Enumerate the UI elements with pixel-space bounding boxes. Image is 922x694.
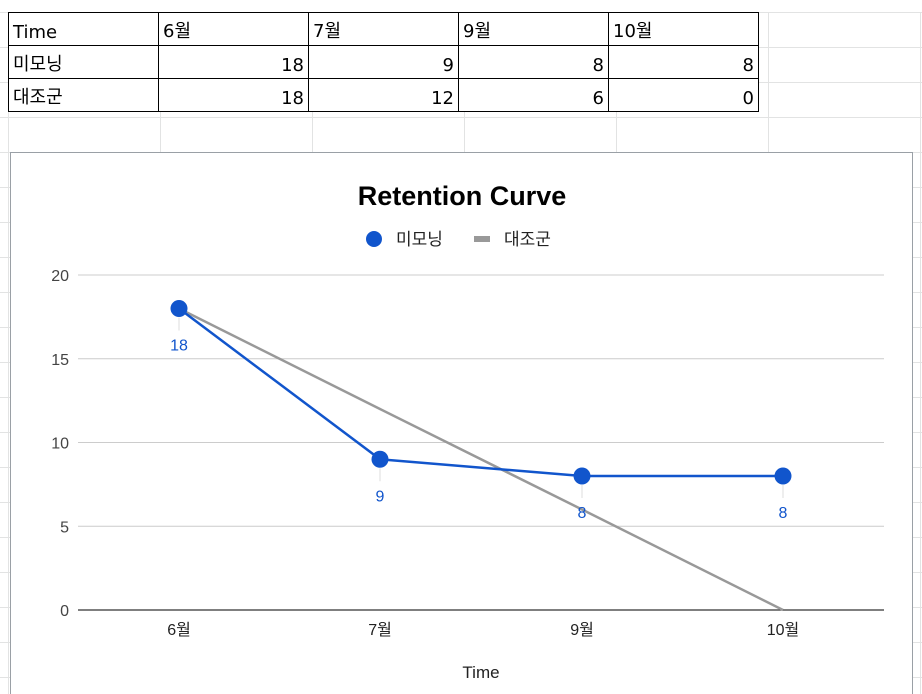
x-axis-title: Time — [462, 663, 499, 682]
series — [170, 300, 792, 612]
header-cell[interactable]: Time — [8, 12, 159, 46]
row-label-cell[interactable]: 미모닝 — [8, 45, 159, 79]
series-line-2 — [178, 307, 784, 612]
axes: 0 5 10 15 20 6월 7월 9월 10월 — [51, 268, 884, 639]
data-point-marker — [371, 450, 389, 468]
x-tick-label: 7월 — [368, 621, 392, 639]
data-label: 8 — [779, 505, 788, 522]
table-row: 미모닝 18 9 8 8 — [8, 45, 759, 79]
value-cell[interactable]: 12 — [308, 78, 459, 112]
legend-label: 미모닝 — [396, 230, 443, 249]
data-label: 9 — [376, 488, 385, 505]
header-cell[interactable]: 9월 — [458, 12, 609, 46]
table-header-row: Time 6월 7월 9월 10월 — [8, 12, 759, 46]
value-cell[interactable]: 18 — [158, 78, 309, 112]
data-label: 8 — [578, 505, 587, 522]
legend[interactable]: 미모닝 대조군 — [366, 230, 551, 249]
data-labels: 18 9 8 8 — [170, 317, 788, 522]
data-point-marker — [774, 467, 792, 485]
value-cell[interactable]: 6 — [458, 78, 609, 112]
x-tick-label: 9월 — [570, 621, 594, 639]
legend-label: 대조군 — [504, 230, 551, 249]
value-cell[interactable]: 9 — [308, 45, 459, 79]
x-tick-label: 10월 — [767, 621, 800, 639]
x-tick-label: 6월 — [167, 621, 191, 639]
row-label-cell[interactable]: 대조군 — [8, 78, 159, 112]
data-table: Time 6월 7월 9월 10월 미모닝 18 9 8 8 대조군 18 12… — [8, 12, 759, 112]
chart-title: Retention Curve — [358, 181, 567, 211]
value-cell[interactable]: 18 — [158, 45, 309, 79]
legend-marker-series-2 — [474, 236, 490, 242]
gridlines — [78, 274, 884, 527]
header-cell[interactable]: 7월 — [308, 12, 459, 46]
y-tick-label: 0 — [60, 603, 69, 620]
value-cell[interactable]: 0 — [608, 78, 759, 112]
header-cell[interactable]: 6월 — [158, 12, 309, 46]
y-tick-label: 20 — [51, 268, 69, 285]
series-line-1 — [178, 307, 783, 478]
data-point-marker — [170, 300, 188, 317]
data-point-marker — [573, 467, 591, 485]
data-label: 18 — [170, 338, 188, 355]
table-row: 대조군 18 12 6 0 — [8, 78, 759, 112]
legend-marker-series-1 — [366, 231, 382, 247]
y-tick-label: 5 — [60, 519, 69, 536]
header-cell[interactable]: 10월 — [608, 12, 759, 46]
y-tick-label: 15 — [51, 352, 69, 369]
value-cell[interactable]: 8 — [458, 45, 609, 79]
value-cell[interactable]: 8 — [608, 45, 759, 79]
chart-container[interactable]: 0 5 10 15 20 6월 7월 9월 10월 18 9 8 8 Retention Curve … — [10, 152, 913, 694]
y-tick-label: 10 — [51, 436, 69, 453]
